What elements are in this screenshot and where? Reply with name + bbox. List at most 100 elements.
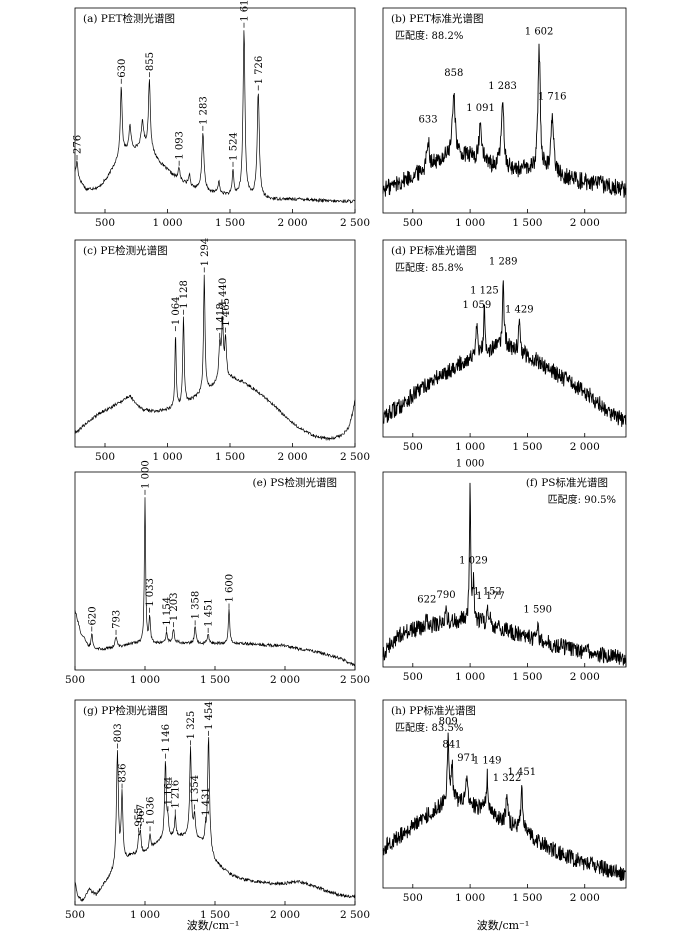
spectra-panels: 500 1 000 1 500 2 000 2 500 (a) PET检测光谱图 276 63… (65, 0, 627, 921)
peak-label: 1 418 (215, 303, 226, 332)
spectrum-line (74, 737, 356, 902)
x-tick-label: 1 000 (152, 451, 182, 463)
x-tick-label: 1 000 (455, 671, 485, 683)
x-axis-label-left: 波数/cm⁻¹ (187, 919, 240, 932)
spectrum-line (382, 482, 627, 667)
panel-title: (c) PE检测光谱图 (83, 244, 168, 257)
match-score: 匹配度: 85.8% (395, 261, 463, 274)
peak-label: 1 358 (191, 591, 202, 620)
x-tick-label: 1 500 (215, 217, 245, 229)
peak-label: 1 590 (523, 604, 552, 615)
peak-label: 841 (442, 739, 461, 750)
peak-label: 276 (73, 135, 84, 154)
spectrum-line (382, 732, 627, 882)
peak-label: 1 093 (175, 131, 186, 160)
panel-title: (a) PET检测光谱图 (83, 12, 175, 25)
x-tick-label: 2 000 (570, 217, 600, 229)
panel-title: (e) PS检测光谱图 (252, 476, 337, 489)
x-tick-label: 2 000 (570, 441, 600, 453)
x-tick-label: 2 000 (270, 674, 300, 686)
x-tick-label: 500 (65, 909, 85, 921)
x-tick-label: 1 500 (512, 892, 542, 904)
x-tick-label: 2 500 (340, 674, 370, 686)
x-tick-label: 2 000 (277, 451, 307, 463)
peak-label: 1 431 (201, 787, 212, 816)
x-tick-label: 2 000 (570, 671, 600, 683)
x-tick-label: 500 (403, 671, 423, 683)
spectrum-line (74, 274, 356, 442)
peak-label: 1 524 (229, 132, 240, 161)
panel-frame (382, 7, 627, 214)
panel-title: (b) PET标准光谱图 (391, 12, 484, 25)
peak-label: 1 091 (466, 103, 495, 114)
peak-label: 1 154 (162, 597, 173, 626)
peak-label: 793 (112, 610, 123, 629)
peak-label: 809 (439, 716, 458, 727)
peak-label: 620 (87, 606, 98, 625)
x-tick-label: 500 (403, 892, 423, 904)
x-tick-label: 1 000 (130, 909, 160, 921)
peak-label: 1 440 (218, 278, 229, 307)
peak-label: 1 216 (171, 780, 182, 809)
peak-label: 1 289 (489, 257, 518, 268)
peak-label: 1 033 (145, 578, 156, 607)
x-tick-label: 1 000 (152, 217, 182, 229)
spectrum-line (74, 497, 356, 668)
peak-label: 1 000 (141, 460, 152, 489)
x-tick-label: 2 500 (340, 217, 370, 229)
panel-title: (g) PP检测光谱图 (83, 704, 168, 717)
x-tick-label: 2 000 (270, 909, 300, 921)
spectrum-line (74, 30, 356, 204)
peak-label: 1 203 (169, 593, 180, 622)
x-tick-label: 2 000 (277, 217, 307, 229)
peak-label: 622 (417, 595, 436, 606)
peak-label: 803 (113, 723, 124, 742)
peak-label: 1 716 (538, 92, 567, 103)
panel-frame (382, 699, 627, 889)
peak-label: 971 (457, 753, 476, 764)
peak-label: 1 000 (456, 458, 485, 469)
spectrum-line (382, 280, 627, 427)
peak-label: 1 294 (200, 238, 211, 267)
panel-frame (382, 239, 627, 438)
x-tick-label: 1 000 (455, 441, 485, 453)
peak-label: 1 600 (225, 574, 236, 603)
x-tick-label: 1 500 (512, 671, 542, 683)
peak-label: 1 036 (146, 797, 157, 826)
peak-label: 1 454 (204, 701, 215, 730)
match-score: 匹配度: 90.5% (548, 493, 616, 506)
panel-frame (382, 471, 627, 668)
peak-label: 633 (418, 114, 437, 125)
peak-label: 1 059 (463, 300, 492, 311)
peak-label: 1 125 (470, 286, 499, 297)
peak-label: 1 354 (190, 775, 201, 804)
spectrum-line (382, 43, 627, 198)
panel-a: 500 1 000 1 500 2 000 2 500 (a) PET检测光谱图 276 63… (73, 0, 371, 229)
x-tick-label: 500 (95, 217, 115, 229)
peak-label: 1 064 (171, 297, 182, 326)
panel-title: (d) PE标准光谱图 (391, 244, 476, 257)
panel-e: 500 1 000 1 500 2 000 2 500 (e) PS检测光谱图 620 793… (65, 460, 370, 686)
panel-title: (h) PP标准光谱图 (391, 704, 476, 717)
peak-label: 1 325 (186, 711, 197, 740)
peak-label: 1 128 (179, 280, 190, 309)
x-tick-label: 1 500 (200, 909, 230, 921)
peak-label: 1 602 (525, 26, 554, 37)
peak-label: 967 (136, 804, 147, 823)
x-tick-label: 2 000 (570, 892, 600, 904)
peak-label: 855 (145, 52, 156, 71)
x-tick-label: 1 000 (455, 892, 485, 904)
peak-label: 1 146 (161, 724, 172, 753)
x-tick-label: 1 000 (455, 217, 485, 229)
x-tick-label: 500 (403, 441, 423, 453)
x-tick-label: 1 000 (130, 674, 160, 686)
x-tick-label: 2 500 (340, 451, 370, 463)
peak-label: 1 029 (459, 556, 488, 567)
peak-label: 1 164 (163, 777, 174, 806)
match-score: 匹配度: 83.5% (395, 721, 463, 734)
x-tick-label: 1 500 (512, 217, 542, 229)
peak-label: 955 (134, 808, 145, 827)
x-tick-label: 2 500 (340, 909, 370, 921)
